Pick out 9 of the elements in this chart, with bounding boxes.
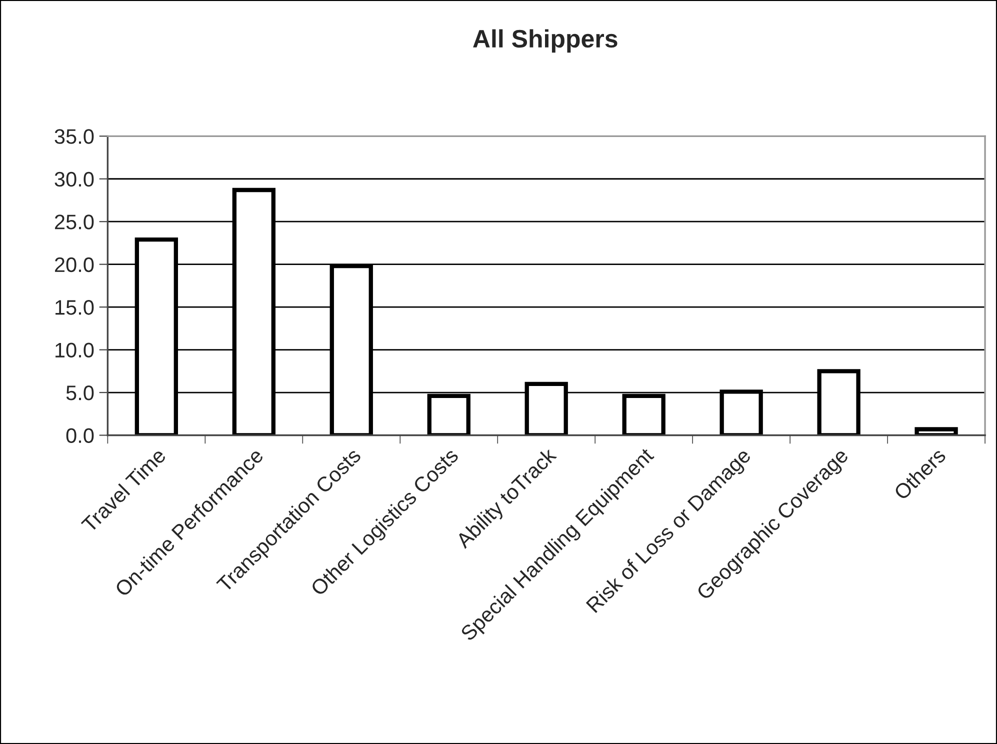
y-tick-label: 15.0 [56, 300, 94, 315]
y-tick-label: 20.0 [54, 257, 94, 272]
y-tick-label: 35.0 [54, 129, 94, 144]
y-tick-label: 30.0 [54, 172, 94, 187]
y-tick-label: 5.0 [66, 386, 94, 400]
chart-title: All Shippers [473, 29, 618, 53]
y-tick-label: 10.0 [56, 342, 94, 358]
y-tick-label: 0.0 [66, 428, 94, 443]
y-tick-label: 25.0 [54, 214, 94, 230]
